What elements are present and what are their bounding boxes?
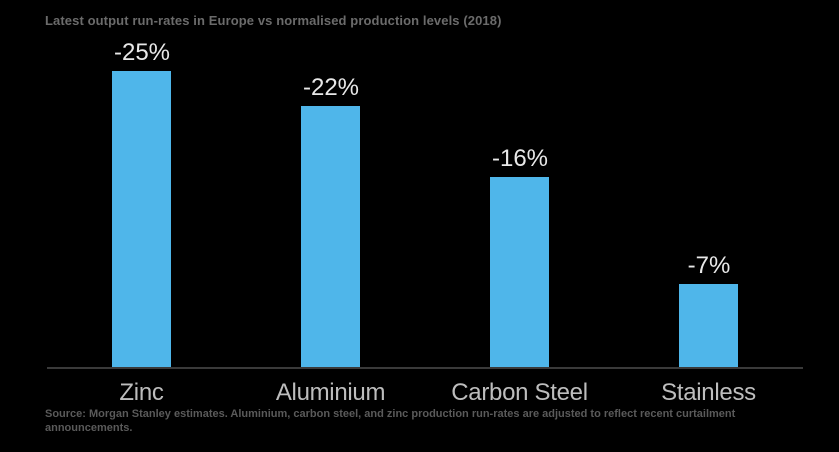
bar — [490, 177, 549, 367]
x-axis-line — [47, 367, 803, 369]
x-axis-label: Aluminium — [275, 379, 386, 406]
bar — [301, 106, 360, 367]
bar — [679, 284, 738, 367]
source-note: Source: Morgan Stanley estimates. Alumin… — [45, 408, 736, 434]
x-axis-label: Stainless — [661, 379, 756, 406]
x-axis-label: Carbon Steel — [451, 379, 588, 406]
bar-value-label: -16% — [491, 145, 549, 172]
bar — [112, 71, 171, 367]
bar-value-label: -25% — [113, 39, 171, 66]
chart-title: Latest output run-rates in Europe vs nor… — [45, 13, 502, 28]
x-axis-label: Zinc — [119, 379, 164, 406]
bar-value-label: -7% — [687, 252, 731, 279]
bar-value-label: -22% — [302, 74, 360, 101]
